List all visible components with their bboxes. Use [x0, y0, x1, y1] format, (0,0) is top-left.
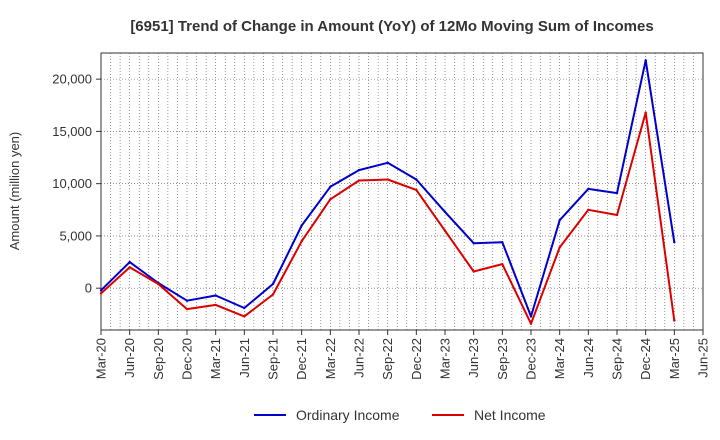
plot-frame — [100, 52, 704, 331]
ordinary-income-point — [357, 168, 361, 172]
x-tick-label: Sep-21 — [266, 338, 281, 380]
x-tick-label: Jun-24 — [581, 338, 596, 378]
x-tick-label: Dec-21 — [294, 338, 309, 380]
legend-label-ordinary-income: Ordinary Income — [296, 407, 400, 423]
y-axis-label: Amount (million yen) — [7, 132, 22, 251]
x-tick-label: Mar-24 — [552, 338, 567, 379]
ordinary-income-point — [329, 185, 332, 188]
legend: Ordinary Income Net Income — [254, 407, 546, 423]
net-income-point — [615, 213, 619, 217]
net-income-point — [243, 315, 246, 318]
x-tick-label: Sep-24 — [610, 338, 625, 380]
ordinary-income-point — [185, 299, 189, 302]
y-tick-label: 0 — [85, 281, 92, 296]
net-income-point — [501, 262, 504, 266]
x-tick-label: Sep-20 — [151, 338, 166, 380]
x-tick-label: Dec-22 — [409, 338, 424, 380]
ordinary-income-point — [529, 315, 533, 318]
net-income-point — [558, 246, 561, 249]
net-income-point — [271, 293, 275, 296]
y-tick-label: 10,000 — [52, 176, 92, 191]
ordinary-income-point — [300, 224, 303, 227]
ordinary-income-point — [386, 161, 389, 164]
ordinary-income-point — [615, 191, 619, 195]
net-income-point — [300, 239, 303, 243]
ordinary-income-point — [673, 240, 676, 244]
x-tick-label: Mar-25 — [667, 338, 682, 379]
net-income-point — [128, 266, 131, 269]
net-income-point — [214, 303, 217, 307]
net-income-point — [415, 188, 418, 192]
net-income-point — [587, 208, 590, 211]
legend-label-net-income: Net Income — [474, 407, 546, 423]
net-income-point — [673, 319, 676, 322]
ordinary-income-point — [271, 282, 275, 286]
x-tick-label: Mar-23 — [438, 338, 453, 379]
chart-title: [6951] Trend of Change in Amount (YoY) o… — [130, 18, 653, 35]
ordinary-income-point — [587, 187, 590, 191]
x-tick-label: Dec-24 — [638, 338, 653, 380]
net-income-point — [472, 270, 475, 273]
x-tick-label: Dec-23 — [524, 338, 539, 380]
net-income-point — [644, 111, 647, 114]
net-income-point — [357, 179, 361, 182]
ordinary-income-point — [501, 240, 504, 244]
x-tick-label: Jun-25 — [696, 338, 711, 378]
net-income-point — [443, 229, 447, 232]
ordinary-income-point — [243, 306, 246, 310]
x-tick-label: Jun-21 — [237, 338, 252, 378]
net-income-point — [329, 198, 332, 201]
x-tick-label: Jun-23 — [466, 338, 481, 378]
ordinary-income-point — [644, 59, 647, 62]
net-income-point — [529, 322, 533, 325]
net-income-point — [185, 307, 189, 311]
x-tick-label: Dec-20 — [180, 338, 195, 380]
net-income-point — [99, 292, 103, 295]
ordinary-income-point — [214, 294, 217, 297]
y-tick-label: 15,000 — [52, 124, 92, 139]
x-tick-label: Sep-23 — [495, 338, 510, 380]
net-income-point — [157, 282, 160, 286]
ordinary-income-point — [415, 178, 418, 181]
ordinary-income-point — [472, 242, 475, 245]
y-tick-label: 20,000 — [52, 72, 92, 87]
y-tick-label: 5,000 — [59, 228, 92, 243]
plot-area: 0 5,000 10,000 15,000 20,000 Mar-20 Jun-20 Sep-… — [52, 52, 711, 380]
ordinary-income-point — [99, 289, 103, 292]
net-income-point — [386, 178, 389, 181]
ordinary-income-point — [128, 260, 131, 264]
ordinary-income-point — [558, 219, 561, 222]
x-tick-label: Sep-22 — [380, 338, 395, 380]
x-tick-label: Mar-21 — [208, 338, 223, 379]
x-tick-label: Jun-20 — [122, 338, 137, 378]
x-tick-label: Jun-22 — [352, 338, 367, 378]
x-tick-label: Mar-20 — [94, 338, 109, 379]
ordinary-income-point — [443, 210, 447, 214]
x-tick-label: Mar-22 — [323, 338, 338, 379]
